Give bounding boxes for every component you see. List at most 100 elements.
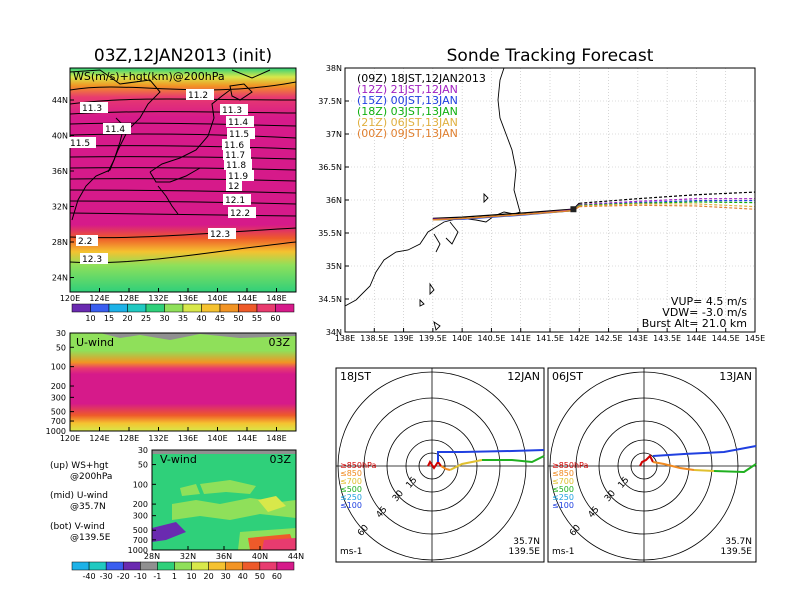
v-patch <box>200 480 256 494</box>
pressure-tick-label: 1000 <box>128 546 148 555</box>
pressure-tick-label: 30 <box>138 446 148 455</box>
hodograph-ring <box>549 371 739 561</box>
pressure-tick-label: 700 <box>133 536 148 545</box>
lat-tick-label: 35N <box>326 262 342 271</box>
lon-tick-label: 124E <box>89 294 109 303</box>
v-time: 03Z <box>269 453 291 466</box>
hodograph-frame <box>547 367 757 563</box>
lat-tick-label: 40N <box>52 132 68 141</box>
lon-tick-label: 140E <box>207 294 227 303</box>
lon-tick-label: 141E <box>511 334 531 343</box>
hodograph-lon: 139.5E <box>509 547 541 557</box>
ws-label: WS(m/s)+hgt(km)@200hPa <box>73 70 225 83</box>
colorbar-swatch <box>90 303 110 313</box>
lon-tick-label: 143E <box>628 334 648 343</box>
colorbar-tick-label: 20 <box>122 314 132 323</box>
colorbar-swatch <box>174 561 192 571</box>
legend-note: @200hPa <box>70 472 112 482</box>
level-legend-entry: ≤500 <box>340 485 362 494</box>
hodograph-trace <box>440 465 451 471</box>
pressure-tick-label: 500 <box>133 526 148 535</box>
track-legend-entry: (21Z) 06JST,13JAN <box>357 116 458 129</box>
hodograph-trace <box>713 463 757 474</box>
colorbar-tick-label: 35 <box>178 314 188 323</box>
hodograph-ring <box>337 371 527 561</box>
legend-note: (bot) V-wind <box>50 522 105 532</box>
hodograph-ring <box>630 452 658 480</box>
track-legend-entry: (00Z) 09JST,13JAN <box>357 127 458 140</box>
lon-tick-label: 136E <box>178 294 198 303</box>
colorbar-tick-label: 45 <box>215 314 225 323</box>
contour-label-box <box>228 207 256 218</box>
pressure-tick-label: 100 <box>51 363 66 372</box>
lat-tick-label: 24N <box>52 274 68 283</box>
colorbar-swatch <box>275 303 295 313</box>
track-line-forecast <box>579 201 755 206</box>
level-legend-entry: ≤250 <box>552 493 574 502</box>
hodograph-frame <box>335 367 545 563</box>
track-panel: (09Z) 18JST,12JAN2013(12Z) 21JST,12JAN(1… <box>318 64 765 343</box>
track-coastline <box>345 68 521 331</box>
lon-tick-label: 138.5E <box>360 334 388 343</box>
colorbar-swatch <box>191 561 209 571</box>
lon-tick-label: 136E <box>178 434 198 443</box>
colorbar-swatch <box>140 561 158 571</box>
contour-label-box <box>223 194 251 205</box>
u-label: U-wind <box>76 336 114 349</box>
track-line-forecast <box>579 198 755 206</box>
colorbar-tick-label: 20 <box>204 572 214 581</box>
contour-label: 11.5 <box>70 139 90 149</box>
lat-tick-label: 34N <box>326 328 342 337</box>
colorbar-swatch <box>157 561 175 571</box>
colorbar-swatch <box>242 561 261 571</box>
v-patch <box>262 538 296 550</box>
colorbar-swatch <box>71 303 91 313</box>
contour-label: 11.6 <box>224 141 244 151</box>
lon-tick-label: 145E <box>745 334 765 343</box>
burst-marker <box>570 206 577 213</box>
track-legend-entry: (12Z) 21JST,12JAN <box>357 83 458 96</box>
lon-tick-label: 143.5E <box>653 334 681 343</box>
hodograph-trace <box>693 469 715 472</box>
lon-tick-label: 142E <box>569 334 589 343</box>
ws-colorbar: 10 15 20 25 30 35 40 45 50 55 60 <box>71 303 295 323</box>
colorbar-swatch <box>108 303 128 313</box>
contour-label-box <box>222 139 250 150</box>
colorbar-tick-label: 50 <box>255 572 265 581</box>
hodograph-ring <box>418 452 446 480</box>
ws-frame <box>69 67 297 293</box>
legend-note: @139.5E <box>70 533 111 543</box>
lat-tick-label: 36N <box>216 552 232 561</box>
lon-tick-label: 140E <box>207 434 227 443</box>
contour-label: 11.9 <box>228 172 248 182</box>
legend-note: (up) WS+hgt <box>50 461 109 471</box>
track-legend-entry: (15Z) 00JST,13JAN <box>357 94 458 107</box>
track-lat-ticks: 38N 37.5N 37N 36.5N 36N 35.5N 35N 34.5N 34N <box>318 64 349 337</box>
colorbar-tick-label: 15 <box>104 314 114 323</box>
hodograph-trace <box>639 454 654 467</box>
track-line-forecast <box>579 204 755 210</box>
pressure-tick-label: 200 <box>51 382 66 391</box>
hodograph-lon: 139.5E <box>721 547 753 557</box>
level-legend-entry: ≤500 <box>552 485 574 494</box>
colorbar-tick-label: 40 <box>238 572 248 581</box>
hodograph-trace <box>449 459 483 471</box>
u-frame <box>69 332 297 432</box>
contour-label: 11.7 <box>225 151 245 161</box>
lon-tick-label: 139E <box>393 334 413 343</box>
lon-tick-label: 144E <box>237 434 257 443</box>
colorbar-tick-label: 10 <box>186 572 196 581</box>
colorbar-tick-label: 60 <box>272 572 282 581</box>
contour-label: 12.1 <box>225 196 245 206</box>
pressure-tick-label: 300 <box>133 512 148 521</box>
colorbar-tick-label: 1 <box>172 572 177 581</box>
u-missing-area <box>70 333 296 340</box>
v-patch <box>180 484 200 496</box>
hodograph-trace <box>652 445 757 457</box>
hodograph-time: 06JST <box>552 370 583 383</box>
lon-tick-label: 144.5E <box>712 334 740 343</box>
colorbar-tick-label: 25 <box>141 314 151 323</box>
hodograph-ring <box>598 420 690 512</box>
track-legend-entry: (09Z) 18JST,12JAN2013 <box>357 72 486 85</box>
